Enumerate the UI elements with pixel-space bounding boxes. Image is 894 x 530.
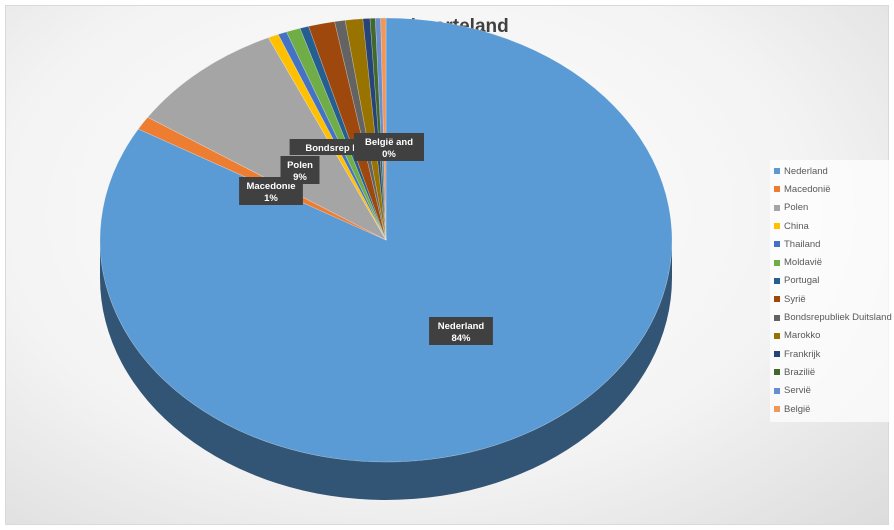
- data-label-percent: 1%: [264, 193, 278, 204]
- legend-item-frankrijk: Frankrijk: [770, 345, 892, 363]
- legend: Nederland Macedonië Polen China Thailand Mold…: [770, 160, 892, 423]
- pie-slice-portugal: [299, 25, 387, 241]
- legend-swatch: [774, 223, 780, 230]
- pie-slice-moldavi-: [286, 27, 387, 241]
- legend-swatch: [774, 204, 780, 211]
- data-label-percent: 0%: [382, 149, 396, 160]
- legend-item-polen: Polen: [770, 199, 892, 217]
- legend-swatch: [774, 387, 780, 394]
- legend-swatch: [774, 168, 780, 175]
- pie-side-nederland: [100, 240, 672, 500]
- pie-slice-frankrijk: [362, 18, 387, 241]
- data-label-name: Polen: [287, 160, 313, 171]
- pie-slice-thailand: [277, 31, 387, 241]
- data-label-name: Bondsrep I F I: [305, 143, 368, 154]
- pie-slice-servi-: [374, 17, 387, 241]
- data-label-name: België and: [365, 137, 413, 148]
- pie-slice-belgi-: [380, 17, 387, 241]
- legend-label: Bondsrepubliek Duitsland: [784, 312, 892, 324]
- legend-item-belgi-: België: [770, 400, 892, 418]
- legend-label: Nederland: [784, 165, 828, 177]
- legend-item-marokko: Marokko: [770, 327, 892, 345]
- legend-label: Frankrijk: [784, 348, 821, 360]
- pie-slice-bondsrepubliek-duitsland: [334, 19, 387, 241]
- legend-label: Servië: [784, 385, 811, 397]
- legend-swatch: [774, 369, 780, 376]
- legend-label: Macedonië: [784, 183, 831, 195]
- legend-item-syri-: Syrië: [770, 290, 892, 308]
- legend-item-china: China: [770, 217, 892, 235]
- legend-item-moldavi-: Moldavië: [770, 253, 892, 271]
- legend-swatch: [774, 296, 780, 303]
- legend-item-thailand: Thailand: [770, 235, 892, 253]
- legend-swatch: [774, 406, 780, 412]
- legend-label: China: [784, 220, 809, 232]
- legend-swatch: [774, 332, 780, 339]
- legend-label: Moldavië: [784, 257, 823, 269]
- legend-swatch: [774, 314, 780, 321]
- pie-slice-polen: [147, 37, 387, 241]
- legend-label: Polen: [784, 202, 809, 214]
- legend-item-nederland: Nederland: [770, 162, 892, 180]
- data-label-percent: 84%: [451, 333, 471, 344]
- data-label-name: Macedonië: [246, 181, 295, 192]
- pie-slice-nederland: [99, 17, 673, 463]
- legend-label: Marokko: [784, 330, 821, 342]
- legend-swatch: [774, 241, 780, 248]
- data-label-percent: 9%: [293, 172, 307, 183]
- pie-slice-marokko: [344, 18, 387, 241]
- pie-slice-syri-: [308, 21, 387, 241]
- legend-label: Thailand: [784, 238, 821, 250]
- pie-slice-china: [267, 34, 387, 241]
- legend-swatch: [774, 277, 780, 284]
- legend-item-macedoni-: Macedonië: [770, 180, 892, 198]
- legend-swatch: [774, 259, 780, 266]
- legend-swatch: [774, 186, 780, 193]
- legend-label: Brazilië: [784, 366, 816, 378]
- data-label-name: Nederland: [438, 321, 485, 332]
- legend-swatch: [774, 351, 780, 358]
- pie-slice-brazili-: [369, 17, 387, 241]
- legend-label: Syrië: [784, 293, 806, 305]
- legend-label: België: [784, 403, 811, 415]
- legend-item-servi-: Servië: [770, 382, 892, 400]
- legend-item-bondsrepubliek-duitsland: Bondsrepubliek Duitsland: [770, 308, 892, 326]
- legend-item-portugal: Portugal: [770, 272, 892, 290]
- legend-item-brazili-: Brazilië: [770, 363, 892, 381]
- legend-label: Portugal: [784, 275, 820, 287]
